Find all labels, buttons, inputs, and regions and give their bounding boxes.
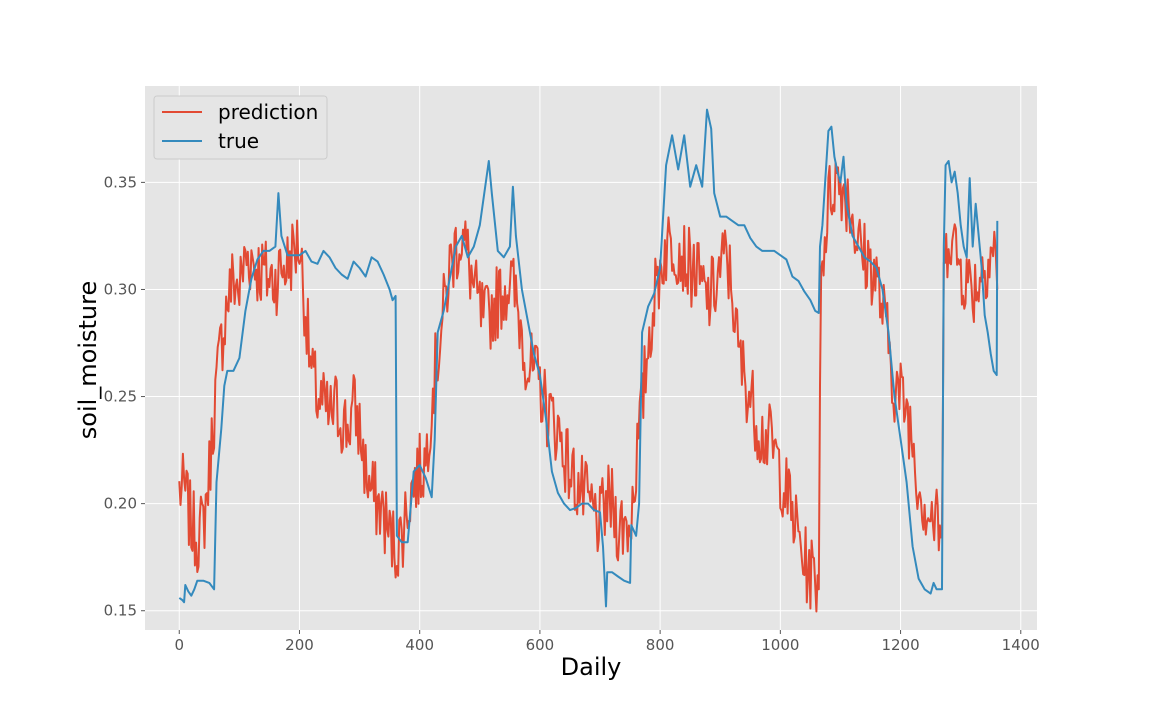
y-tick-label: 0.30 bbox=[104, 280, 137, 298]
legend: prediction true bbox=[153, 95, 328, 160]
y-tick-label: 0.35 bbox=[104, 173, 137, 191]
y-axis-title: soil_moisture bbox=[74, 281, 102, 439]
x-tick-label: 200 bbox=[285, 636, 314, 654]
legend-label-true: true bbox=[218, 129, 259, 153]
x-axis-title: Daily bbox=[561, 653, 622, 681]
series-line-true bbox=[178, 108, 999, 608]
grid-lines bbox=[145, 86, 1037, 630]
plot-area bbox=[145, 86, 1037, 630]
x-tick-label: 1400 bbox=[1002, 636, 1040, 654]
series-line-prediction bbox=[178, 161, 999, 613]
series-layer bbox=[178, 108, 999, 613]
x-tick-label: 800 bbox=[646, 636, 675, 654]
x-tick-label: 1000 bbox=[761, 636, 799, 654]
tick-labels: 0 200 400 600 800 1000 1200 1400 0.15 0.20 0.25 0.3… bbox=[104, 173, 1040, 654]
x-tick-label: 400 bbox=[405, 636, 434, 654]
x-tick-label: 600 bbox=[526, 636, 555, 654]
legend-label-prediction: prediction bbox=[218, 100, 318, 124]
x-tick-label: 0 bbox=[174, 636, 184, 654]
x-tick-label: 1200 bbox=[881, 636, 919, 654]
y-tick-label: 0.20 bbox=[104, 495, 137, 513]
y-tick-label: 0.25 bbox=[104, 388, 137, 406]
y-tick-label: 0.15 bbox=[104, 602, 137, 620]
